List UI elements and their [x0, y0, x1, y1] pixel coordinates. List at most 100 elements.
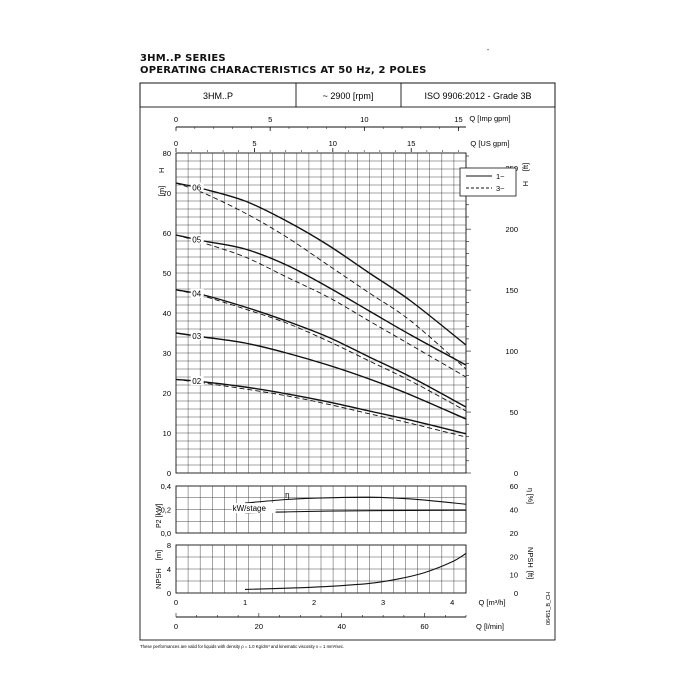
stage-label-bg: [190, 331, 204, 340]
head-curve-02-three-phase: [175, 378, 467, 438]
us-gpm-tick-label: 10: [329, 139, 337, 148]
imp-gpm-tick-label: 5: [268, 115, 272, 124]
legend-label-single-phase: 1~: [496, 172, 505, 181]
efficiency-tick-label: 60: [510, 482, 518, 491]
head-ft-tick-label: 50: [510, 408, 518, 417]
power-curve: [244, 509, 467, 514]
head-ft-axis-label: H: [521, 181, 530, 186]
info-table: [139, 82, 556, 108]
head-curve-04-single-phase: [175, 289, 467, 408]
head-ft-axis-unit: [ft]: [521, 163, 530, 171]
stage-label-bg: [190, 234, 204, 244]
power-series-label: kW/stage: [233, 504, 267, 513]
axes-layer: 0 5 10 15 Q [Imp gpm]0 5 10 15 Q [US gpm]0102030…: [154, 114, 535, 631]
stage-label-06: 06: [192, 184, 201, 193]
series-title: 3HM..P SERIES: [140, 53, 226, 64]
head-ft-tick-label: 0: [514, 469, 518, 478]
head-m-tick-label: 10: [163, 429, 171, 438]
head-curve-06-single-phase: [175, 182, 467, 346]
head-ft-tick-label: 200: [505, 225, 518, 234]
imp-gpm-tick-label: 15: [454, 115, 462, 124]
corner-dash: -: [487, 47, 490, 54]
legend-label-three-phase: 3~: [496, 184, 505, 193]
model-cell: 3HM..P: [203, 91, 233, 101]
power-efficiency-panel: kW/stage η: [175, 485, 467, 534]
stage-label-02: 02: [192, 377, 201, 386]
imp-gpm-tick-label: 0: [174, 115, 178, 124]
kw-label-bg: [231, 503, 276, 514]
us-gpm-tick-label: 15: [407, 139, 415, 148]
npsh-ft-tick-label: 0: [514, 589, 518, 598]
head-curve-06-three-phase: [175, 182, 467, 370]
head-curve-05-three-phase: [175, 234, 467, 378]
head-ft-tick-label: 100: [505, 347, 518, 356]
head-curve-02-single-phase: [175, 378, 467, 435]
us-gpm-tick-label: 5: [252, 139, 256, 148]
flow-lmin-tick-label: 60: [420, 622, 428, 631]
npsh-ft-axis-label: NPSH: [526, 547, 535, 568]
head-m-tick-label: 60: [163, 229, 171, 238]
stage-label-04: 04: [192, 290, 201, 299]
power-tick-label: 0,4: [161, 482, 171, 491]
flow-m3h-tick-label: 3: [381, 598, 385, 607]
npsh-ft-axis-unit: [ft]: [526, 571, 535, 579]
head-m-axis-label: H: [157, 168, 166, 173]
stage-label-03: 03: [192, 332, 201, 341]
stage-label-bg: [190, 376, 204, 386]
flow-m3h-tick-label: 4: [450, 598, 454, 607]
flow-lmin-tick-label: 40: [338, 622, 346, 631]
head-m-tick-label: 80: [163, 149, 171, 158]
efficiency-axis-label: η [%]: [526, 488, 533, 504]
efficiency-tick-label: 20: [510, 529, 518, 538]
npsh-m-axis-label: NPSH: [154, 568, 163, 589]
imp-gpm-axis-label: Q [Imp gpm]: [469, 114, 510, 123]
imp-gpm-tick-label: 10: [360, 115, 368, 124]
stage-label-bg: [190, 182, 204, 192]
flow-m3h-tick-label: 0: [174, 598, 178, 607]
npsh-m-tick-label: 0: [167, 589, 171, 598]
standard-cell: ISO 9906:2012 - Grade 3B: [424, 91, 531, 101]
power-tick-label: 0,2: [161, 506, 171, 515]
npsh-m-tick-label: 8: [167, 541, 171, 550]
head-m-axis-unit: [m]: [157, 186, 166, 196]
head-m-tick-label: 30: [163, 349, 171, 358]
legend-box: [459, 167, 517, 197]
flow-m3h-tick-label: 1: [243, 598, 247, 607]
head-panel: 06 05 04 03 02: [175, 152, 467, 474]
head-m-tick-label: 50: [163, 269, 171, 278]
npsh-curve: [244, 552, 467, 590]
us-gpm-axis-label: Q [US gpm]: [470, 139, 509, 148]
head-curve-04-three-phase: [175, 289, 467, 412]
head-ft-tick-label: 150: [505, 286, 518, 295]
head-curve-05-single-phase: [175, 234, 467, 366]
flow-lmin-tick-label: 0: [174, 622, 178, 631]
power-tick-label: 0,0: [161, 529, 171, 538]
head-m-tick-label: 0: [167, 469, 171, 478]
power-axis-label: P2 [kW]: [156, 503, 163, 528]
efficiency-tick-label: 40: [510, 506, 518, 515]
us-gpm-tick-label: 0: [174, 139, 178, 148]
head-curve-03-single-phase: [175, 332, 467, 420]
chart-subtitle: OPERATING CHARACTERISTICS AT 50 Hz, 2 PO…: [140, 65, 427, 76]
head-m-tick-label: 40: [163, 309, 171, 318]
stage-label-05: 05: [192, 236, 201, 245]
flow-lmin-tick-label: 20: [255, 622, 263, 631]
head-m-tick-label: 70: [163, 189, 171, 198]
efficiency-curve: [244, 496, 467, 505]
head-m-tick-label: 20: [163, 389, 171, 398]
footnote: These performances are valid for liquids…: [140, 644, 344, 649]
flow-m3h-axis-label: Q [m³/h]: [478, 598, 505, 607]
flow-m3h-tick-label: 2: [312, 598, 316, 607]
flow-lmin-axis-label: Q [l/min]: [476, 622, 504, 631]
npsh-m-axis-unit: [m]: [154, 550, 163, 560]
stage-label-bg: [190, 288, 204, 298]
npsh-panel: [175, 544, 467, 594]
npsh-m-tick-label: 4: [167, 565, 171, 574]
efficiency-series-label: η: [285, 491, 289, 500]
speed-cell: ~ 2900 [rpm]: [323, 91, 374, 101]
npsh-ft-tick-label: 20: [510, 552, 518, 561]
document-code: 06451_B_CH: [546, 592, 552, 625]
npsh-ft-tick-label: 10: [510, 571, 518, 580]
legend: 1~ 3~: [459, 167, 517, 197]
